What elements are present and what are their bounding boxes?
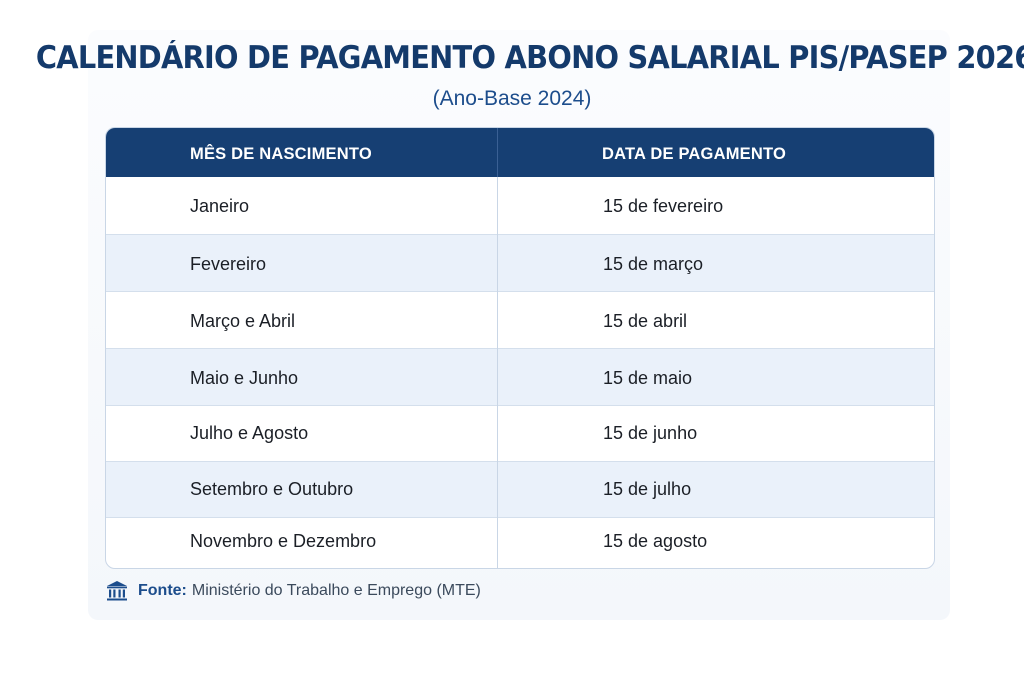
table-row: Julho e Agosto 15 de junho xyxy=(106,405,934,462)
table-row: Fevereiro 15 de março xyxy=(106,234,934,292)
table-row: Março e Abril 15 de abril xyxy=(106,291,934,349)
birth-month-cell: Janeiro xyxy=(190,196,250,216)
payment-date-cell: 15 de abril xyxy=(603,311,688,331)
page-subtitle: (Ano-Base 2024) xyxy=(432,87,592,110)
table-row: Setembro e Outubro 15 de julho xyxy=(106,461,934,518)
header-payment-date: DATA DE PAGAMENTO xyxy=(602,145,786,163)
source-note: Fonte: Ministério do Trabalho e Emprego … xyxy=(106,580,481,602)
bank-building-icon xyxy=(106,580,128,602)
birth-month-cell: Março e Abril xyxy=(190,311,296,331)
header-divider xyxy=(497,128,498,177)
payment-date-cell: 15 de fevereiro xyxy=(603,196,724,216)
birth-month-cell: Fevereiro xyxy=(190,254,267,274)
payment-date-cell: 15 de março xyxy=(603,254,704,274)
birth-month-cell: Novembro e Dezembro xyxy=(190,531,377,551)
table-row: Maio e Junho 15 de maio xyxy=(106,348,934,406)
source-text: Ministério do Trabalho e Emprego (MTE) xyxy=(191,582,481,599)
table-row: Novembro e Dezembro 15 de agosto xyxy=(106,517,934,568)
birth-month-cell: Maio e Junho xyxy=(190,368,299,388)
payment-date-cell: 15 de maio xyxy=(603,368,693,388)
payment-date-cell: 15 de julho xyxy=(603,479,692,499)
page-title: CALENDÁRIO DE PAGAMENTO ABONO SALARIAL P… xyxy=(35,40,1024,76)
birth-month-cell: Julho e Agosto xyxy=(190,423,309,443)
payment-date-cell: 15 de agosto xyxy=(603,531,708,551)
source-label: Fonte: xyxy=(138,582,187,599)
birth-month-cell: Setembro e Outubro xyxy=(190,479,354,499)
table-header: MÊS DE NASCIMENTO DATA DE PAGAMENTO xyxy=(106,128,934,177)
payment-calendar-table: MÊS DE NASCIMENTO DATA DE PAGAMENTO Jane… xyxy=(105,127,935,569)
column-divider xyxy=(497,177,498,568)
table-row: Janeiro 15 de fevereiro xyxy=(106,177,934,234)
header-birth-month: MÊS DE NASCIMENTO xyxy=(190,145,372,163)
payment-date-cell: 15 de junho xyxy=(603,423,698,443)
